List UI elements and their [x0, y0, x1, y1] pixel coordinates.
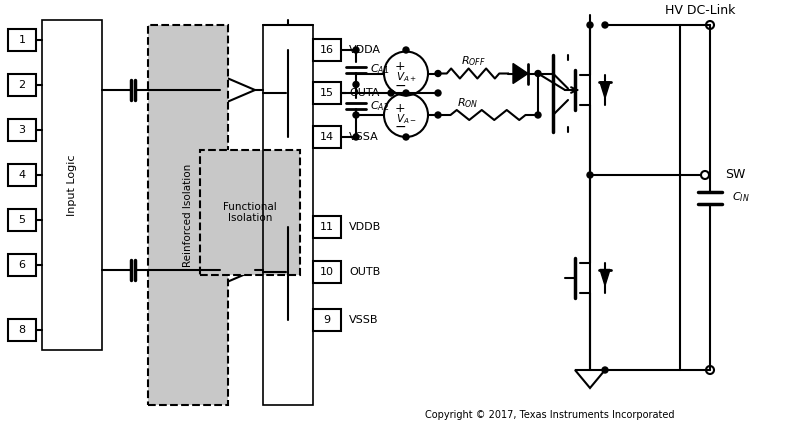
- Text: $C_{A1}$: $C_{A1}$: [370, 63, 389, 77]
- Circle shape: [353, 134, 359, 140]
- Text: 10: 10: [320, 267, 334, 277]
- Polygon shape: [600, 82, 610, 98]
- Text: 2: 2: [18, 80, 25, 90]
- Text: OUTA: OUTA: [349, 88, 379, 98]
- Bar: [8, 209, 36, 231]
- Text: HV DC-Link: HV DC-Link: [665, 4, 735, 16]
- Text: Reinforced Isolation: Reinforced Isolation: [183, 163, 193, 267]
- Text: 9: 9: [324, 315, 331, 325]
- Bar: [313, 261, 341, 283]
- Circle shape: [587, 22, 593, 28]
- Bar: [313, 216, 341, 238]
- Text: SW: SW: [725, 169, 745, 182]
- Circle shape: [403, 47, 409, 53]
- Bar: [263, 25, 313, 405]
- Circle shape: [535, 70, 541, 77]
- Circle shape: [353, 112, 359, 118]
- Circle shape: [435, 112, 441, 118]
- Text: 8: 8: [18, 325, 25, 335]
- Circle shape: [353, 47, 359, 53]
- Bar: [313, 39, 341, 61]
- Text: $R_{OFF}$: $R_{OFF}$: [461, 55, 485, 69]
- Text: VDDB: VDDB: [349, 222, 381, 232]
- Bar: [8, 319, 36, 341]
- Text: 11: 11: [320, 222, 334, 232]
- Text: 1: 1: [18, 35, 25, 45]
- Circle shape: [535, 112, 541, 118]
- Text: +: +: [395, 101, 405, 114]
- Bar: [148, 25, 228, 405]
- Text: VSSA: VSSA: [349, 132, 379, 142]
- Bar: [8, 254, 36, 276]
- Circle shape: [602, 367, 608, 373]
- Text: 4: 4: [18, 170, 25, 180]
- Text: $R_{ON}$: $R_{ON}$: [458, 96, 479, 110]
- Text: 14: 14: [320, 132, 334, 142]
- Bar: [200, 150, 300, 275]
- Circle shape: [403, 90, 409, 96]
- Text: 5: 5: [18, 215, 25, 225]
- Text: VSSB: VSSB: [349, 315, 378, 325]
- Text: 15: 15: [320, 88, 334, 98]
- Circle shape: [353, 81, 359, 88]
- Bar: [148, 25, 228, 405]
- Text: Input Logic: Input Logic: [67, 154, 77, 216]
- Bar: [200, 150, 300, 275]
- Text: −: −: [394, 78, 406, 93]
- Bar: [8, 119, 36, 141]
- Polygon shape: [513, 64, 528, 84]
- Text: 6: 6: [18, 260, 25, 270]
- Text: +: +: [395, 60, 405, 73]
- Bar: [8, 29, 36, 51]
- Circle shape: [587, 172, 593, 178]
- Circle shape: [435, 90, 441, 96]
- Bar: [8, 74, 36, 96]
- Bar: [313, 82, 341, 104]
- Text: Copyright © 2017, Texas Instruments Incorporated: Copyright © 2017, Texas Instruments Inco…: [425, 410, 675, 420]
- Text: Functional
Isolation: Functional Isolation: [223, 202, 277, 223]
- Bar: [313, 309, 341, 331]
- Text: −: −: [394, 120, 406, 134]
- Text: $C_{A2}$: $C_{A2}$: [370, 99, 389, 113]
- Text: 16: 16: [320, 45, 334, 55]
- Bar: [313, 126, 341, 148]
- Circle shape: [435, 70, 441, 77]
- Text: $V_{A+}$: $V_{A+}$: [396, 71, 416, 85]
- Text: VDDA: VDDA: [349, 45, 381, 55]
- Polygon shape: [600, 270, 610, 286]
- Text: $V_{A-}$: $V_{A-}$: [396, 112, 416, 126]
- Text: 3: 3: [18, 125, 25, 135]
- Circle shape: [602, 22, 608, 28]
- Bar: [8, 164, 36, 186]
- Text: OUTB: OUTB: [349, 267, 381, 277]
- Bar: [42, 20, 102, 350]
- Text: $C_{IN}$: $C_{IN}$: [732, 190, 749, 204]
- Circle shape: [388, 90, 394, 96]
- Circle shape: [403, 134, 409, 140]
